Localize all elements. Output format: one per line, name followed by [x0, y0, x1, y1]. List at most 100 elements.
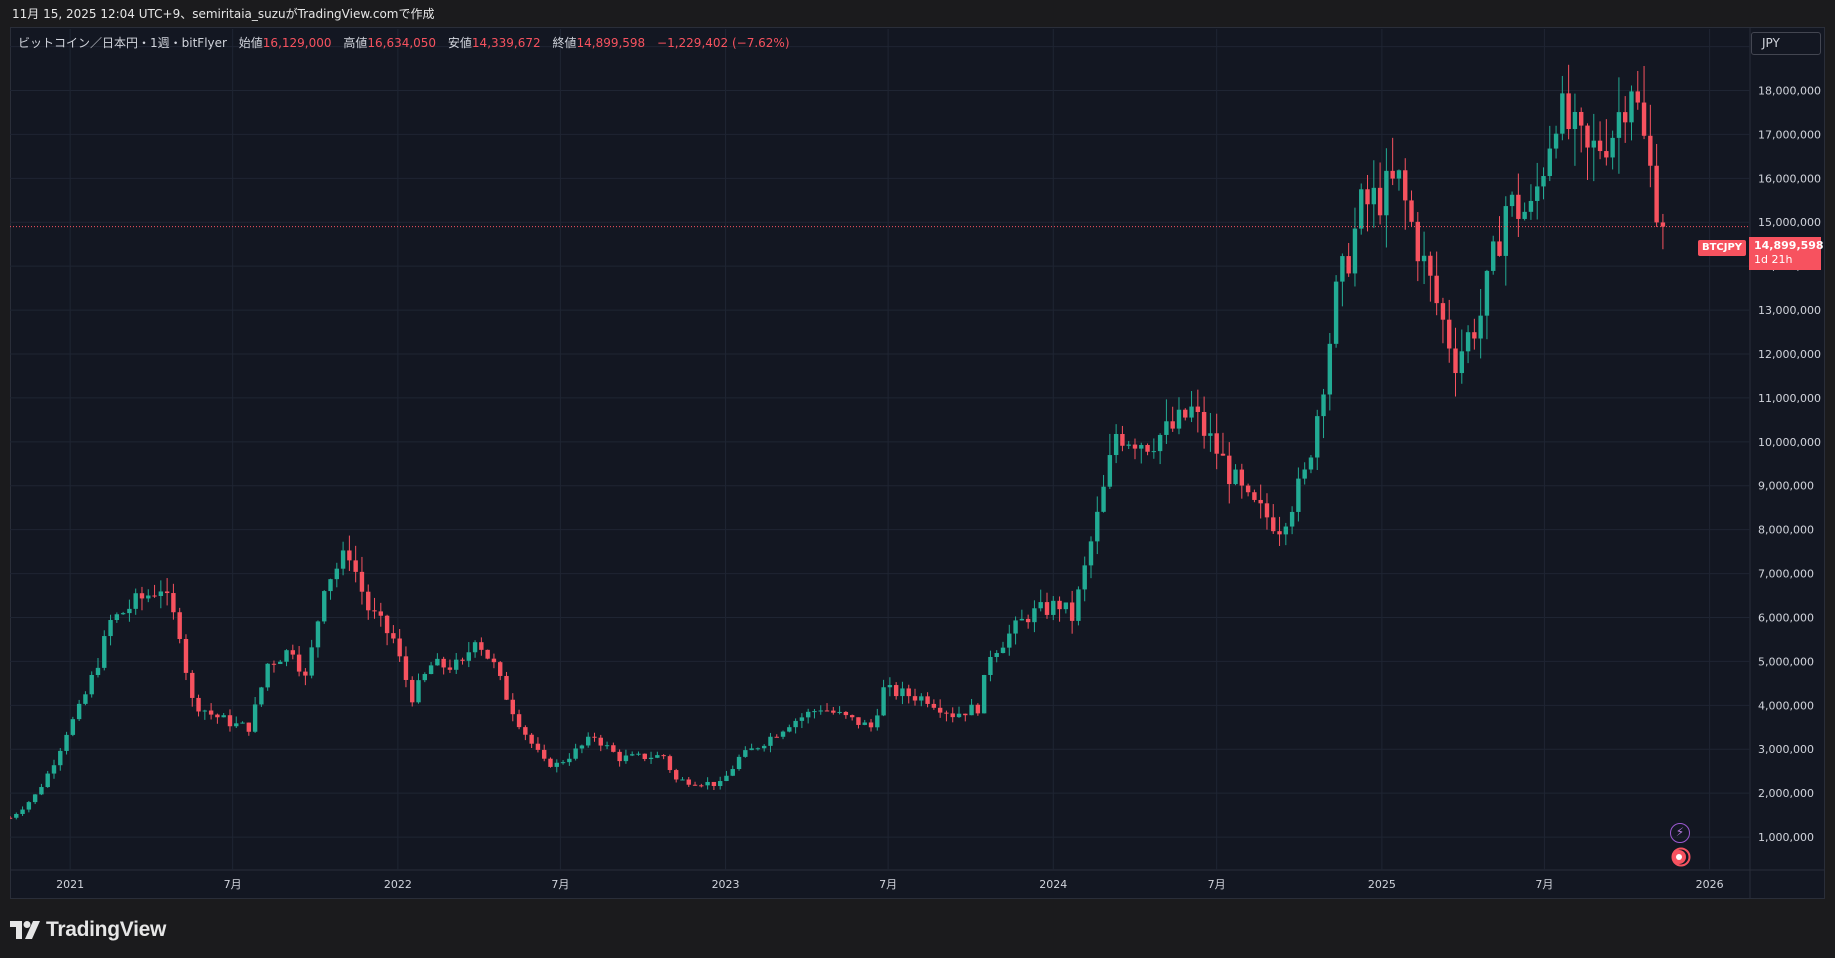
record-icon[interactable] — [1667, 847, 1695, 867]
candle-body — [322, 591, 327, 622]
candle-up — [422, 672, 427, 683]
candle-up — [252, 697, 258, 733]
candle-body — [1321, 394, 1326, 417]
x-tick-label: 2024 — [1039, 878, 1067, 891]
candle-down — [1183, 408, 1188, 421]
candle-body — [1044, 602, 1050, 615]
legend-change: −1,229,402 (−7.62%) — [657, 36, 790, 50]
x-tick-label: 7月 — [879, 878, 897, 891]
candle-body — [466, 652, 471, 661]
candle-down — [906, 684, 911, 704]
candle-down — [1057, 596, 1062, 622]
candle-up — [1283, 522, 1289, 546]
currency-button[interactable]: JPY — [1751, 32, 1821, 55]
candle-body — [435, 658, 440, 666]
candle-body — [472, 642, 478, 653]
candle-up — [133, 588, 138, 615]
candle-down — [1409, 190, 1414, 227]
candle-body — [1327, 343, 1333, 395]
candle-down — [510, 693, 515, 722]
candle-body — [1453, 348, 1458, 374]
candle-up — [567, 753, 572, 766]
candle-down — [10, 815, 13, 819]
candle-body — [755, 748, 761, 750]
candle-up — [1528, 184, 1534, 220]
candle-body — [498, 662, 503, 676]
candle-body — [328, 579, 333, 592]
candle-body — [1553, 133, 1559, 149]
candle-body — [900, 688, 905, 697]
candle-body — [875, 715, 880, 728]
candle-up — [1484, 269, 1490, 340]
candle-up — [862, 719, 867, 726]
candle-body — [171, 593, 176, 613]
price-chart[interactable]: 1,000,000 2,000,000 3,000,000 4,000,000 5,00… — [10, 27, 1825, 899]
candle-up — [1572, 93, 1578, 166]
candle-body — [1635, 91, 1640, 103]
candle-body — [158, 591, 164, 597]
candle-body — [1560, 93, 1565, 134]
candle-up — [1038, 589, 1043, 612]
candle-up — [83, 691, 88, 706]
candle-body — [1139, 445, 1144, 449]
candle-up — [1371, 160, 1377, 228]
candle-body — [1478, 315, 1483, 339]
candle-down — [1440, 297, 1446, 344]
candle-body — [642, 753, 647, 759]
candle-body — [428, 665, 434, 675]
candle-up — [1465, 325, 1471, 364]
candle-down — [447, 659, 453, 674]
candle-body — [1145, 445, 1150, 452]
candle-up — [812, 708, 817, 719]
candle-body — [340, 550, 346, 569]
candle-body — [10, 817, 13, 819]
candle-body — [655, 755, 660, 758]
candle-up — [1327, 333, 1333, 411]
candle-up — [579, 744, 585, 754]
candle-down — [535, 737, 541, 753]
candle-down — [215, 713, 220, 724]
candle-up — [1126, 440, 1131, 450]
candle-down — [1365, 174, 1370, 232]
candle-down — [384, 614, 390, 646]
candle-body — [227, 715, 233, 727]
candle-up — [1088, 536, 1094, 579]
candle-down — [1648, 104, 1653, 188]
candle-body — [793, 720, 798, 728]
candle-body — [1528, 200, 1534, 212]
candle-body — [410, 679, 415, 703]
tradingview-logo[interactable]: TradingView — [10, 917, 166, 943]
candle-body — [58, 750, 63, 766]
candle-up — [1522, 202, 1527, 221]
candle-body — [931, 703, 937, 708]
candle-body — [1434, 275, 1439, 304]
candle-body — [743, 750, 748, 757]
candle-up — [1013, 616, 1018, 645]
x-tick-label: 2021 — [56, 878, 84, 891]
candle-body — [441, 658, 446, 668]
candle-down — [912, 688, 918, 706]
candle-up — [705, 777, 710, 790]
candle-body — [366, 591, 371, 611]
candle-body — [1421, 255, 1427, 262]
candle-down — [975, 703, 981, 716]
bolt-icon[interactable]: ⚡ — [1670, 823, 1690, 843]
candle-body — [290, 650, 296, 655]
candle-body — [1019, 618, 1025, 621]
candle-up — [1157, 433, 1163, 465]
candle-body — [994, 653, 999, 657]
candle-down — [893, 682, 899, 700]
candle-body — [1535, 186, 1540, 201]
candle-body — [1610, 137, 1615, 158]
candle-body — [108, 620, 113, 637]
candle-body — [202, 710, 208, 712]
candle-body — [1245, 485, 1251, 493]
candle-up — [340, 541, 346, 576]
candle-down — [246, 722, 252, 736]
candle-body — [711, 781, 717, 787]
candle-body — [1126, 444, 1131, 446]
candle-down — [190, 670, 195, 707]
y-tick-label: 16,000,000 — [1758, 172, 1821, 185]
candle-down — [617, 749, 622, 767]
candle-body — [1654, 165, 1659, 223]
